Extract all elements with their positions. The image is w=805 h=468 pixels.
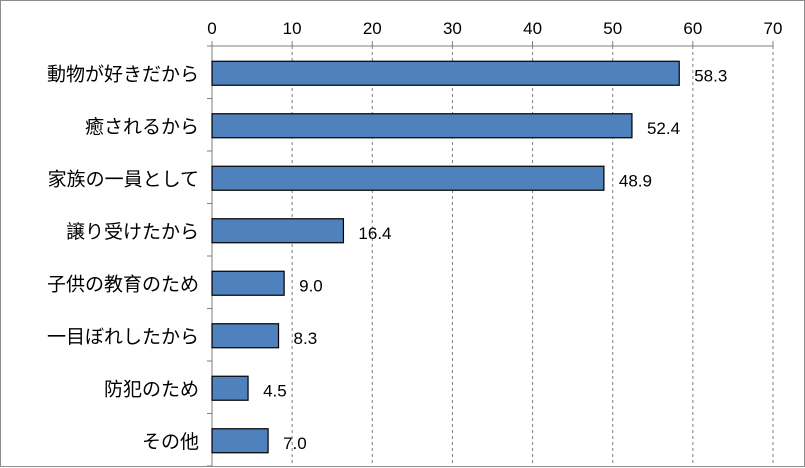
bar — [211, 60, 680, 86]
category-label: 譲り受けたから — [66, 221, 199, 243]
bar — [211, 428, 269, 454]
bar — [211, 218, 345, 244]
category-label: 動物が好きだから — [47, 63, 199, 85]
bar — [211, 323, 280, 349]
data-label: 16.4 — [358, 224, 391, 243]
category-label: 家族の一員として — [48, 168, 199, 190]
x-tick-label: 70 — [764, 19, 783, 38]
bar — [211, 270, 285, 296]
data-label: 9.0 — [299, 276, 323, 295]
data-label: 52.4 — [647, 119, 680, 138]
category-label: その他 — [142, 431, 199, 453]
x-tick-label: 40 — [523, 19, 542, 38]
category-label: 一目ぼれしたから — [47, 326, 199, 348]
data-label: 4.5 — [263, 381, 287, 400]
bar — [211, 375, 249, 401]
data-label: 48.9 — [619, 171, 652, 190]
x-tick-label: 30 — [443, 19, 462, 38]
x-tick-label: 0 — [207, 19, 216, 38]
data-label: 7.0 — [283, 434, 307, 453]
bar — [211, 165, 605, 191]
category-label: 子供の教育のため — [47, 273, 199, 295]
bar — [211, 113, 633, 139]
data-label: 58.3 — [694, 66, 727, 85]
x-tick-label: 60 — [683, 19, 702, 38]
category-label: 防犯のため — [104, 378, 199, 400]
x-tick-label: 50 — [603, 19, 622, 38]
data-label: 8.3 — [294, 329, 318, 348]
category-label: 癒されるから — [85, 116, 199, 138]
x-tick-label: 20 — [363, 19, 382, 38]
x-tick-label: 10 — [283, 19, 302, 38]
